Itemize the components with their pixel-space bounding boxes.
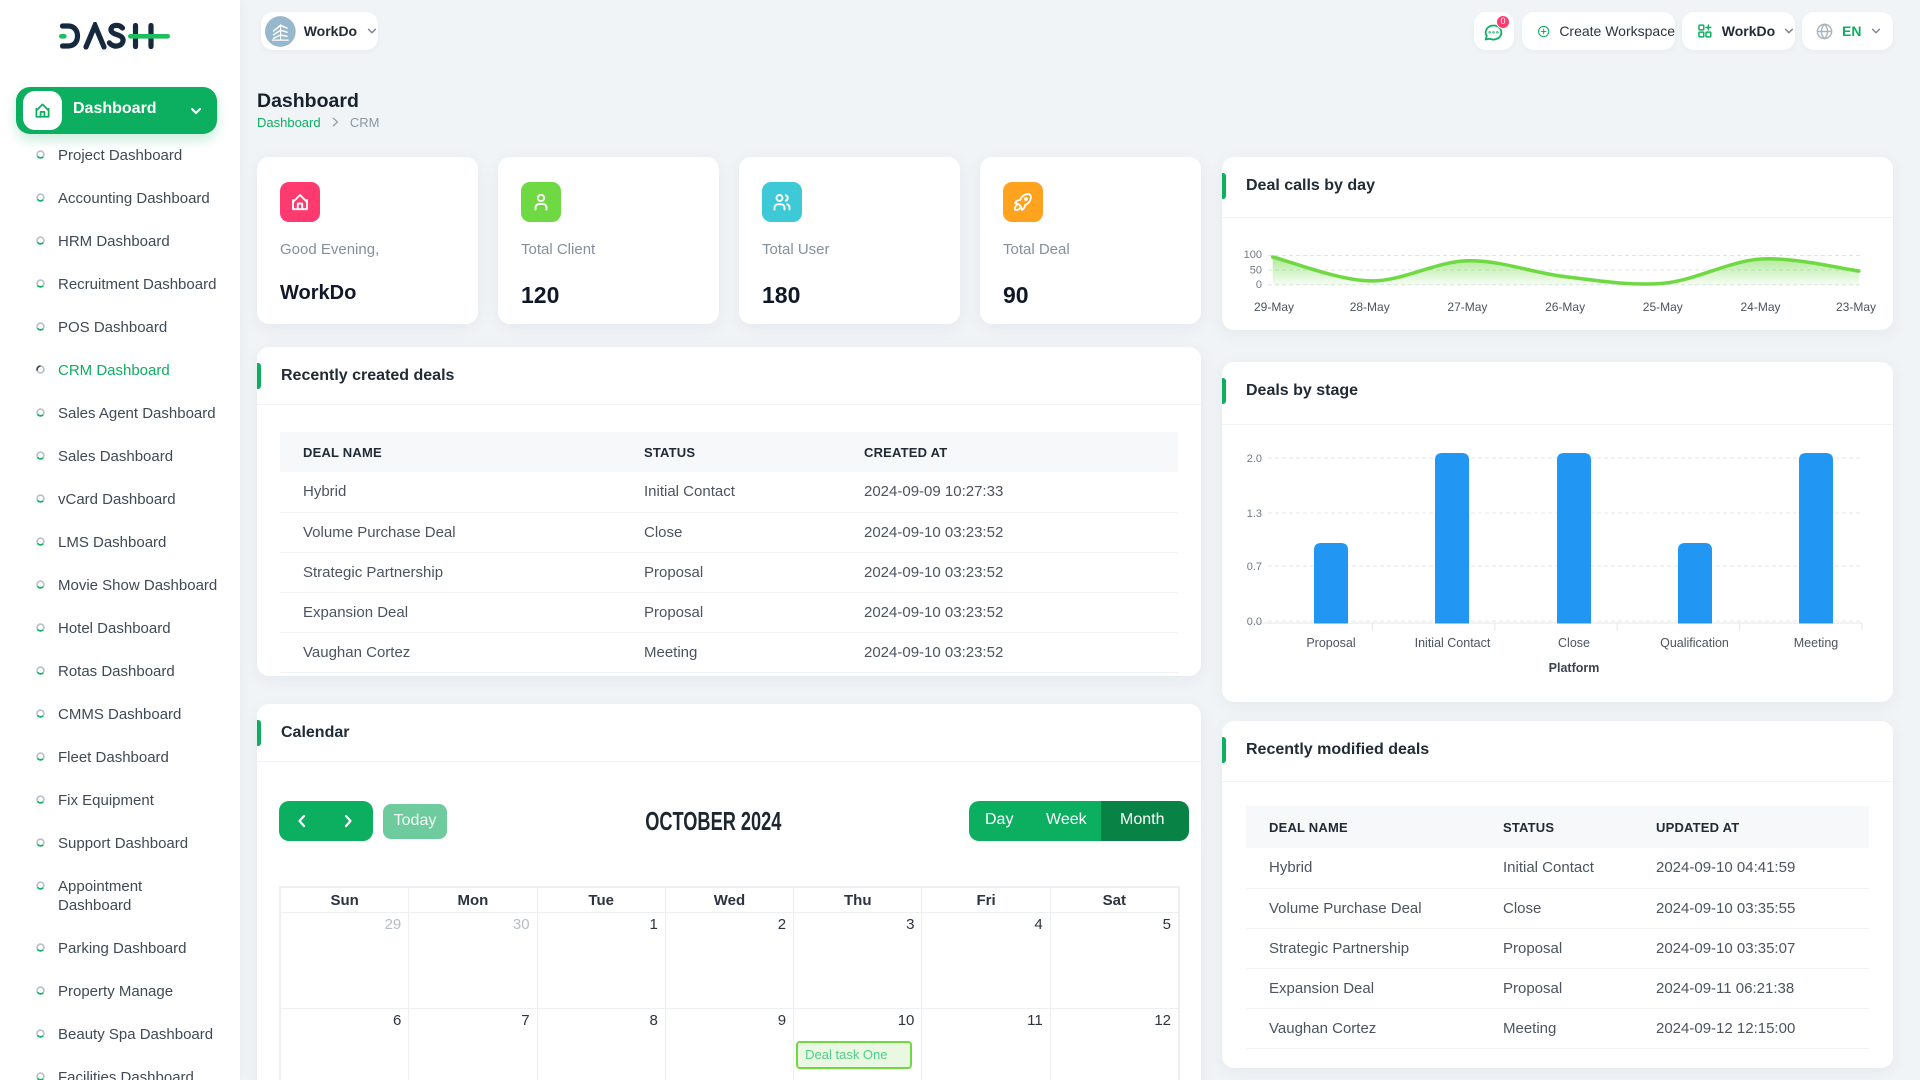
svg-text:Close: Close: [1558, 636, 1590, 650]
svg-text:0: 0: [1256, 279, 1262, 291]
svg-text:27-May: 27-May: [1447, 300, 1487, 314]
svg-text:Initial Contact: Initial Contact: [1415, 636, 1491, 650]
svg-text:24-May: 24-May: [1740, 300, 1780, 314]
svg-text:26-May: 26-May: [1545, 300, 1585, 314]
svg-text:2.0: 2.0: [1247, 453, 1262, 465]
svg-text:100: 100: [1244, 249, 1262, 261]
svg-text:Platform: Platform: [1549, 661, 1600, 675]
svg-text:23-May: 23-May: [1836, 300, 1876, 314]
svg-text:28-May: 28-May: [1350, 300, 1390, 314]
svg-text:0.0: 0.0: [1247, 616, 1262, 628]
svg-text:50: 50: [1250, 265, 1262, 277]
svg-text:Meeting: Meeting: [1794, 636, 1839, 650]
svg-text:25-May: 25-May: [1643, 300, 1683, 314]
svg-text:1.3: 1.3: [1247, 508, 1262, 520]
svg-text:Proposal: Proposal: [1306, 636, 1355, 650]
svg-text:Qualification: Qualification: [1660, 636, 1729, 650]
svg-text:29-May: 29-May: [1254, 300, 1294, 314]
svg-text:0.7: 0.7: [1247, 561, 1262, 573]
